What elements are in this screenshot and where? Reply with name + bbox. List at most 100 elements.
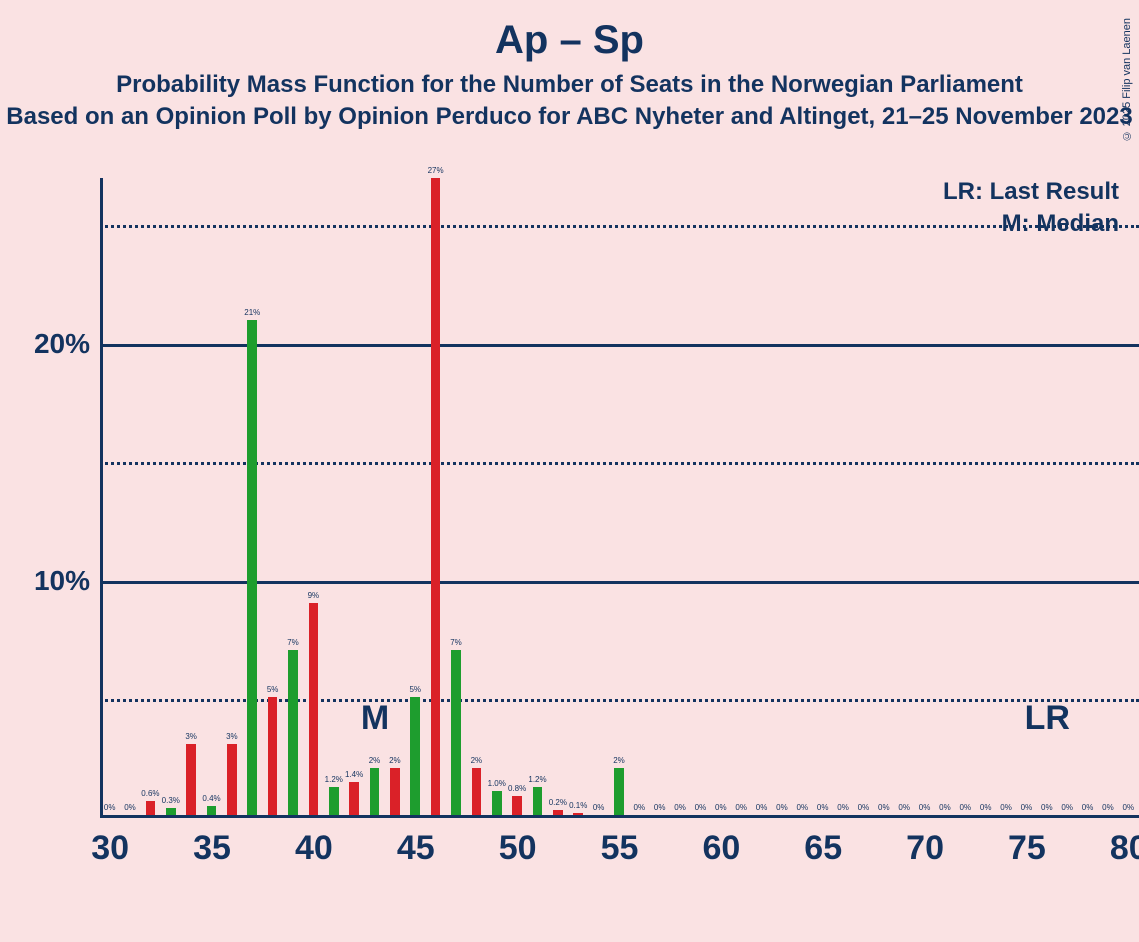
bar-group: 21% [243, 175, 262, 815]
bar-value-label: 7% [287, 638, 299, 647]
bar-group: 0% [650, 175, 669, 815]
bar-value-label: 0% [1041, 803, 1053, 812]
bar-value-label: 0.3% [162, 796, 180, 805]
y-axis-label: 20% [20, 328, 90, 360]
bar-value-label: 2% [613, 756, 625, 765]
bar-green: 1.2% [329, 787, 339, 815]
bar-group: 0.6% [141, 175, 160, 815]
bar-red: 0.6% [146, 801, 156, 815]
bar-value-label: 0% [674, 803, 686, 812]
bar-group: 0% [1098, 175, 1117, 815]
bar-red: 27% [431, 178, 441, 815]
bar-group: 0.8% [507, 175, 526, 815]
bar-group: 0% [589, 175, 608, 815]
bar-value-label: 5% [267, 685, 279, 694]
bar-group: 0% [956, 175, 975, 815]
bar-green: 0.3% [166, 808, 176, 815]
bar-value-label: 0% [104, 803, 116, 812]
bar-value-label: 2% [369, 756, 381, 765]
y-axis-label: 10% [20, 565, 90, 597]
bar-group: 0% [772, 175, 791, 815]
x-axis-label: 60 [702, 829, 740, 868]
bar-group: 0% [732, 175, 751, 815]
bar-group: 7% [283, 175, 302, 815]
bar-group: 27% [426, 175, 445, 815]
x-axis-label: 30 [91, 829, 129, 868]
bar-value-label: 1.4% [345, 770, 363, 779]
bar-group: 0% [752, 175, 771, 815]
x-axis-label: 75 [1008, 829, 1046, 868]
bar-value-label: 0% [1000, 803, 1012, 812]
bar-red: 0.8% [512, 796, 522, 815]
bar-value-label: 0% [776, 803, 788, 812]
bar-green: 7% [288, 650, 298, 815]
bar-value-label: 0% [593, 803, 605, 812]
bar-group: 0% [833, 175, 852, 815]
bar-green: 5% [410, 697, 420, 815]
bar-red: 3% [186, 744, 196, 815]
bar-group: 0% [813, 175, 832, 815]
last-result-marker: LR [1025, 699, 1070, 738]
bar-red: 5% [268, 697, 278, 815]
bar-value-label: 0% [797, 803, 809, 812]
bar-value-label: 0% [898, 803, 910, 812]
bar-green: 2% [614, 768, 624, 815]
x-axis-label: 40 [295, 829, 333, 868]
copyright-text: © 2025 Filip van Laenen [1121, 18, 1133, 141]
bar-group: 0% [100, 175, 119, 815]
bar-value-label: 2% [389, 756, 401, 765]
x-axis-label: 70 [906, 829, 944, 868]
x-axis-label: 35 [193, 829, 231, 868]
chart-title: Ap – Sp [0, 18, 1139, 63]
bar-green: 1.2% [533, 787, 543, 815]
bar-value-label: 5% [409, 685, 421, 694]
bar-group: 9% [304, 175, 323, 815]
bar-value-label: 27% [428, 166, 444, 175]
bar-group: 2% [609, 175, 628, 815]
bar-value-label: 0% [735, 803, 747, 812]
bar-group: 0% [895, 175, 914, 815]
bar-value-label: 2% [471, 756, 483, 765]
bar-value-label: 9% [308, 591, 320, 600]
bar-group: 7% [446, 175, 465, 815]
bar-value-label: 0% [1102, 803, 1114, 812]
bar-value-label: 3% [226, 732, 238, 741]
bar-value-label: 0.2% [549, 798, 567, 807]
bar-group: 0% [670, 175, 689, 815]
bar-group: 0% [996, 175, 1015, 815]
bar-group: 1.2% [528, 175, 547, 815]
x-axis-label: 45 [397, 829, 435, 868]
bar-group: 0% [630, 175, 649, 815]
bar-red: 0.2% [553, 810, 563, 815]
bar-value-label: 1.2% [528, 775, 546, 784]
bar-value-label: 0.6% [141, 789, 159, 798]
bar-value-label: 3% [185, 732, 197, 741]
x-axis-label: 65 [804, 829, 842, 868]
bar-value-label: 0% [715, 803, 727, 812]
bar-group: 0% [915, 175, 934, 815]
bar-group: 0.2% [548, 175, 567, 815]
bar-value-label: 0% [980, 803, 992, 812]
chart-plot-area: 10%20%30354045505560657075800%0%0.6%0.3%… [100, 178, 1139, 818]
bar-group: 0% [1078, 175, 1097, 815]
bar-value-label: 0.1% [569, 801, 587, 810]
bar-value-label: 0% [919, 803, 931, 812]
x-axis [100, 815, 1139, 818]
bar-group: 0% [711, 175, 730, 815]
bar-value-label: 0% [756, 803, 768, 812]
bar-value-label: 0.8% [508, 784, 526, 793]
bar-group: 0% [854, 175, 873, 815]
bar-value-label: 0% [1123, 803, 1135, 812]
x-axis-label: 55 [601, 829, 639, 868]
bar-green: 21% [247, 320, 257, 815]
bar-group: 0.3% [161, 175, 180, 815]
bar-group: 0% [935, 175, 954, 815]
bar-value-label: 0% [1021, 803, 1033, 812]
bar-group: 0.1% [569, 175, 588, 815]
bar-group: 0.4% [202, 175, 221, 815]
bar-value-label: 0% [878, 803, 890, 812]
bar-value-label: 0% [1061, 803, 1073, 812]
bar-value-label: 21% [244, 308, 260, 317]
bar-red: 2% [472, 768, 482, 815]
chart-subtitle: Probability Mass Function for the Number… [0, 71, 1139, 99]
